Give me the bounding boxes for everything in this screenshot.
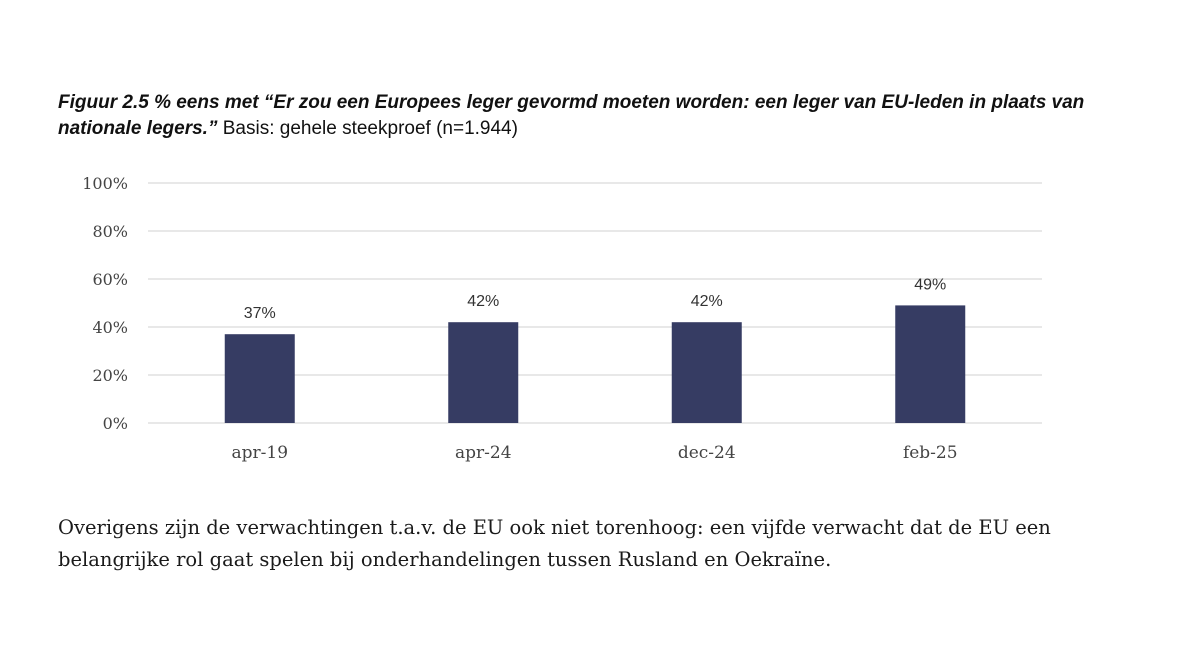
figure-basis: Basis: gehele steekproef (n=1.944)	[222, 118, 518, 139]
y-axis-ticks: 0% 20% 40% 60% 80% 100%	[82, 174, 128, 433]
figure-title: Figuur 2.5 % eens met “Er zou een Europe…	[58, 92, 1085, 139]
data-label: 49%	[914, 276, 946, 293]
y-tick-label: 0%	[103, 414, 128, 433]
x-category-label: apr-24	[455, 443, 512, 463]
bar	[448, 322, 519, 423]
data-label: 37%	[244, 305, 276, 322]
y-tick-label: 40%	[92, 318, 128, 337]
figure-caption: Figuur 2.5 % eens met “Er zou een Europe…	[58, 90, 1158, 142]
data-label: 42%	[691, 293, 723, 310]
x-axis-categories: apr-19 apr-24 dec-24 feb-25	[231, 443, 957, 463]
data-label: 42%	[467, 293, 499, 310]
y-tick-label: 100%	[82, 174, 128, 193]
bar-chart: 0%20%40%60%80%100% 37%42% 42%49% apr-19 ap…	[82, 174, 1042, 463]
y-tick-label: 60%	[92, 270, 128, 289]
gridlines	[148, 182, 1042, 424]
x-category-label: dec-24	[678, 443, 736, 463]
y-tick-label: 20%	[92, 366, 128, 385]
bar	[671, 322, 742, 423]
y-tick-label: 80%	[92, 222, 128, 241]
data-labels: 37% 42% 42% 49%	[244, 276, 947, 322]
bars	[224, 305, 966, 423]
x-category-label: feb-25	[903, 443, 958, 463]
body-paragraph: Overigens zijn de verwachtingen t.a.v. d…	[58, 516, 1051, 571]
x-category-label: apr-19	[231, 443, 288, 463]
bar	[224, 334, 295, 423]
bar	[895, 305, 966, 423]
